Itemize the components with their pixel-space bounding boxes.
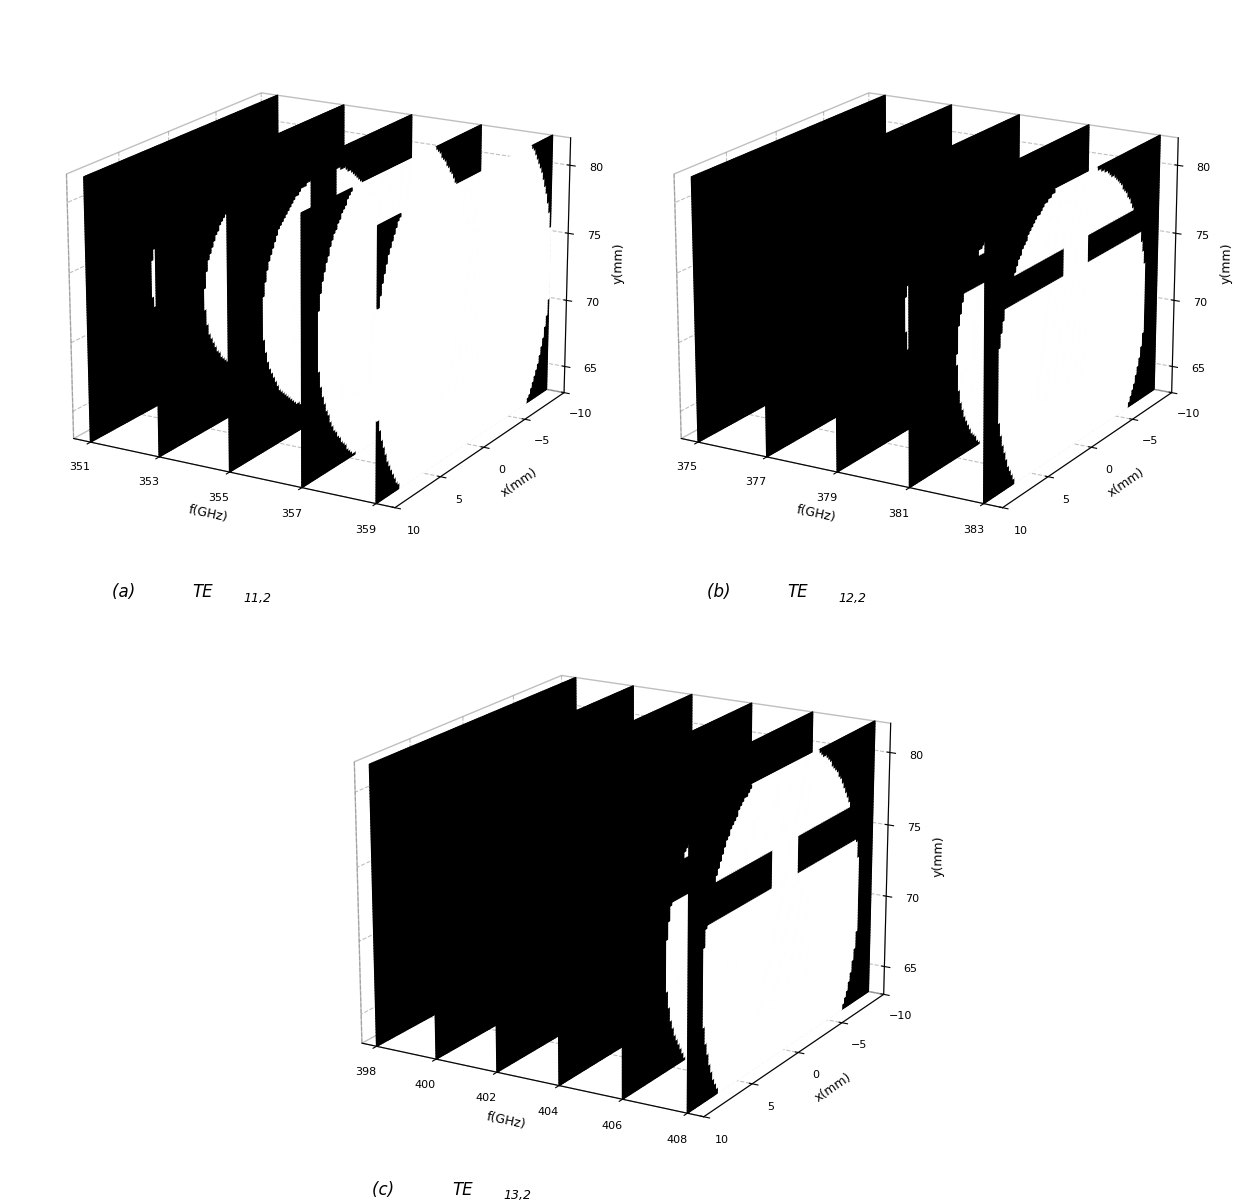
X-axis label: f(GHz): f(GHz) xyxy=(187,503,229,525)
Text: (a): (a) xyxy=(112,583,140,602)
X-axis label: f(GHz): f(GHz) xyxy=(795,503,837,525)
Text: (b): (b) xyxy=(707,583,735,602)
Text: 13,2: 13,2 xyxy=(503,1189,532,1202)
Y-axis label: x(mm): x(mm) xyxy=(498,466,539,499)
Text: TE: TE xyxy=(453,1181,474,1199)
X-axis label: f(GHz): f(GHz) xyxy=(486,1110,527,1131)
Text: 12,2: 12,2 xyxy=(838,592,867,605)
Text: TE: TE xyxy=(192,583,213,602)
Text: 11,2: 11,2 xyxy=(243,592,272,605)
Y-axis label: x(mm): x(mm) xyxy=(812,1071,854,1104)
Text: (c): (c) xyxy=(372,1181,399,1199)
Y-axis label: x(mm): x(mm) xyxy=(1106,466,1147,499)
Text: TE: TE xyxy=(787,583,808,602)
